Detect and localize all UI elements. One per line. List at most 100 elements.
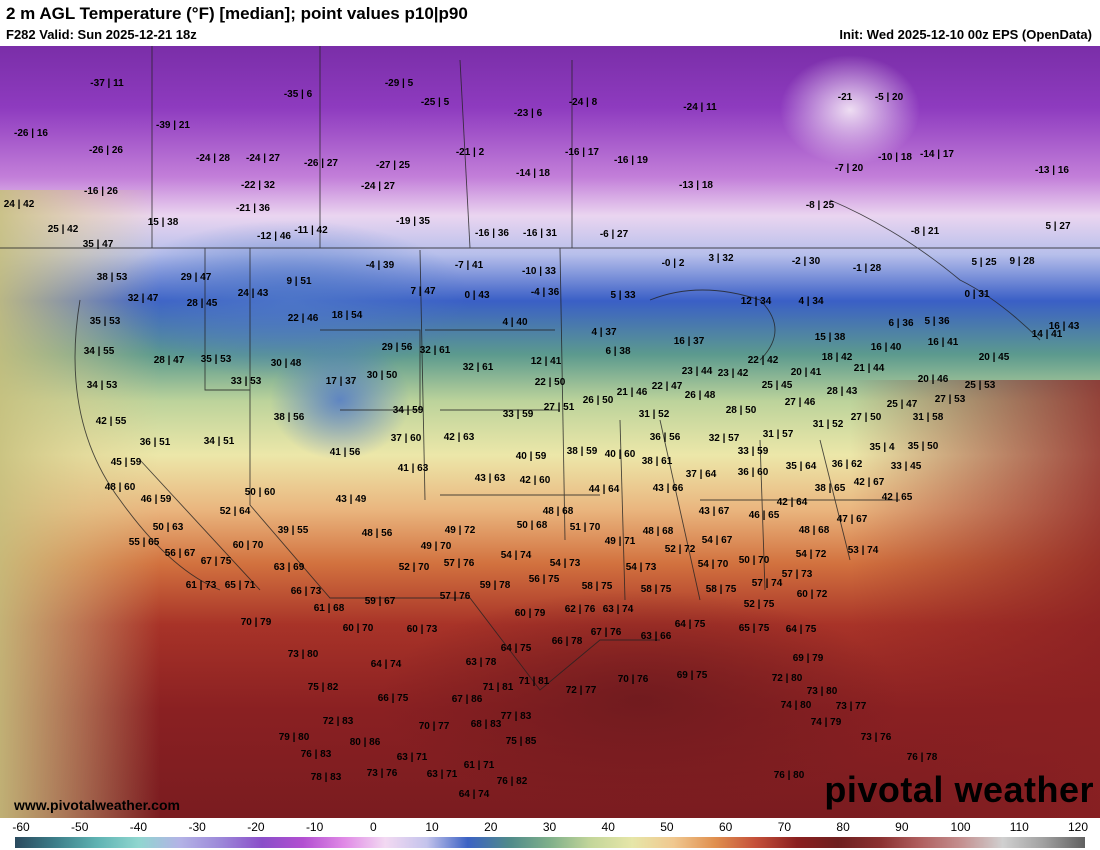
point-value: -2 | 30	[792, 256, 821, 267]
point-value: 72 | 77	[566, 685, 597, 696]
point-value: -14 | 18	[516, 168, 550, 179]
point-value: 52 | 70	[399, 562, 430, 573]
point-value: 34 | 51	[204, 436, 235, 447]
point-value: 48 | 60	[105, 482, 136, 493]
point-value: -25 | 5	[421, 97, 450, 108]
point-value: 27 | 53	[935, 394, 966, 405]
point-value: 70 | 76	[618, 674, 649, 685]
point-value: 35 | 53	[90, 316, 121, 327]
point-value: 50 | 70	[739, 555, 770, 566]
point-value: -13 | 16	[1035, 165, 1069, 176]
point-value: 46 | 65	[749, 510, 780, 521]
point-value: 43 | 67	[699, 506, 730, 517]
point-value: 38 | 59	[567, 446, 598, 457]
point-value: 12 | 41	[531, 356, 562, 367]
point-value: 15 | 38	[148, 217, 179, 228]
point-value: 54 | 70	[698, 559, 729, 570]
point-value: 5 | 36	[924, 316, 949, 327]
point-value: 6 | 38	[605, 346, 630, 357]
point-value: -0 | 2	[662, 258, 685, 269]
colorbar-tick: 100	[950, 820, 971, 834]
point-value: 76 | 83	[301, 749, 332, 760]
point-value: 46 | 59	[141, 494, 172, 505]
point-value: 48 | 68	[543, 506, 574, 517]
point-value: -16 | 36	[475, 228, 509, 239]
point-value: 71 | 81	[483, 682, 514, 693]
colorbar-tick: 40	[601, 820, 615, 834]
point-value: 72 | 83	[323, 716, 354, 727]
point-value: -39 | 21	[156, 120, 190, 131]
point-value: 50 | 60	[245, 487, 276, 498]
point-value: 20 | 46	[918, 374, 949, 385]
point-value: -7 | 41	[455, 260, 484, 271]
colorbar-tick: -10	[305, 820, 324, 834]
point-value: 63 | 71	[427, 769, 458, 780]
point-value: 3 | 32	[708, 253, 733, 264]
point-value: 56 | 75	[529, 574, 560, 585]
point-value: 21 | 46	[617, 387, 648, 398]
point-value: 20 | 45	[979, 352, 1010, 363]
point-value: 40 | 59	[516, 451, 547, 462]
point-value: -8 | 25	[806, 200, 835, 211]
point-value: 57 | 76	[440, 591, 471, 602]
point-value: 31 | 58	[913, 412, 944, 423]
colorbar-tick: -40	[129, 820, 148, 834]
point-value: 55 | 65	[129, 537, 160, 548]
point-value: 4 | 40	[502, 317, 527, 328]
point-value: 67 | 75	[201, 556, 232, 567]
point-value: 25 | 53	[965, 380, 996, 391]
point-value: 5 | 25	[971, 257, 996, 268]
point-value: -21	[838, 92, 853, 103]
point-value: -26 | 26	[89, 145, 123, 156]
point-value: 9 | 51	[286, 276, 311, 287]
colorbar-tick: -50	[71, 820, 89, 834]
point-value: -24 | 11	[683, 102, 717, 113]
point-value: 80 | 86	[350, 737, 381, 748]
point-value: -16 | 31	[523, 228, 557, 239]
point-value: 15 | 38	[815, 332, 846, 343]
point-value: 17 | 37	[326, 376, 357, 387]
point-value: 79 | 80	[279, 732, 310, 743]
point-value: 47 | 67	[837, 514, 868, 525]
point-value: 14 | 41	[1032, 329, 1063, 340]
point-value: 20 | 41	[791, 367, 822, 378]
point-value: 16 | 41	[928, 337, 959, 348]
colorbar-tick: 0	[369, 820, 377, 834]
point-value: 25 | 45	[762, 380, 793, 391]
point-value: 58 | 75	[582, 581, 613, 592]
point-value: 6 | 36	[888, 318, 913, 329]
point-value: 50 | 63	[153, 522, 184, 533]
point-value: 27 | 46	[785, 397, 816, 408]
point-value: 7 | 47	[410, 286, 435, 297]
valid-time: F282 Valid: Sun 2025-12-21 18z	[6, 27, 197, 42]
point-value: 61 | 73	[186, 580, 217, 591]
point-value: 69 | 75	[677, 670, 708, 681]
point-value: 43 | 49	[336, 494, 367, 505]
point-value: 66 | 75	[378, 693, 409, 704]
point-value: -5 | 20	[875, 92, 904, 103]
point-value: 42 | 67	[854, 477, 885, 488]
colorbar-gradient	[15, 837, 1085, 848]
point-value: 57 | 76	[444, 558, 475, 569]
point-value: 9 | 28	[1009, 256, 1034, 267]
point-value: 49 | 71	[605, 536, 636, 547]
point-value: -24 | 28	[196, 153, 230, 164]
temperature-map: -37 | 11 -35 | 6 -29 | 5 -25 | 5 -24 | 8 -24 …	[0, 46, 1100, 818]
point-value: 67 | 76	[591, 627, 622, 638]
point-value: -11 | 42	[294, 225, 328, 236]
point-value: 29 | 56	[382, 342, 413, 353]
point-value: 64 | 75	[786, 624, 817, 635]
colorbar-tick: 90	[895, 820, 909, 834]
point-value: 63 | 66	[641, 631, 672, 642]
point-value: 16 | 40	[871, 342, 902, 353]
point-value: 30 | 48	[271, 358, 302, 369]
colorbar-tick: 20	[484, 820, 498, 834]
colorbar-tick: 120	[1067, 820, 1089, 834]
point-value: -14 | 17	[920, 149, 954, 160]
point-value: 73 | 76	[861, 732, 892, 743]
website-link[interactable]: www.pivotalweather.com	[14, 797, 180, 813]
point-value: 35 | 47	[83, 239, 114, 250]
point-value: -27 | 25	[376, 160, 410, 171]
point-value: 36 | 56	[650, 432, 681, 443]
point-value: 26 | 48	[685, 390, 716, 401]
